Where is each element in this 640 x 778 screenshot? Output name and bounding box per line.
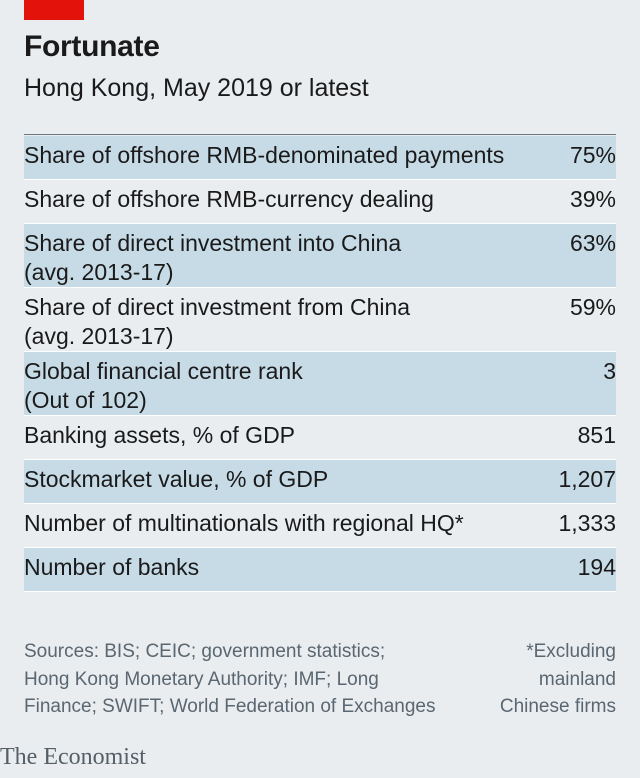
data-table: Share of offshore RMB-denominated paymen… — [24, 136, 616, 592]
chart-subtitle: Hong Kong, May 2019 or latest — [24, 74, 369, 102]
row-label: Share of offshore RMB-denominated paymen… — [24, 141, 560, 170]
table-row: Share of direct investment into China (av… — [24, 224, 616, 288]
sources-line: Hong Kong Monetary Authority; IMF; Long — [24, 668, 379, 690]
sources-text: Sources: BIS; CEIC; government statistic… — [24, 638, 436, 721]
table-row: Share of offshore RMB-currency dealing 39… — [24, 180, 616, 224]
row-label: Banking assets, % of GDP — [24, 421, 568, 450]
row-value: 75% — [569, 142, 616, 168]
footnote-line: Chinese firms — [499, 696, 616, 717]
row-label: Global financial centre rank (Out of 102) — [24, 357, 593, 415]
footnote-line: *Excluding — [526, 641, 616, 662]
row-label: Share of direct investment into China (av… — [24, 229, 560, 287]
footer: Sources: BIS; CEIC; government statistic… — [24, 638, 616, 721]
table-row: Number of multinationals with regional H… — [24, 504, 616, 548]
brand-logo: The Economist — [0, 744, 146, 770]
table-row: Share of direct investment from China (av… — [24, 288, 616, 352]
sources-line: Finance; SWIFT; World Federation of Exch… — [24, 696, 436, 717]
row-label: Number of banks — [24, 553, 568, 582]
row-label-main: Global financial centre rank — [24, 358, 303, 384]
row-label: Share of offshore RMB-currency dealing — [24, 185, 560, 214]
row-label-sub: (Out of 102) — [24, 387, 147, 413]
row-label-main: Number of banks — [24, 554, 200, 580]
row-label-sub: (avg. 2013-17) — [24, 259, 174, 285]
table-row: Global financial centre rank (Out of 102)… — [24, 352, 616, 416]
table-row: Number of banks 194 — [24, 548, 616, 592]
row-value: 1,333 — [558, 510, 616, 536]
row-value: 194 — [577, 554, 616, 580]
row-value: 63% — [569, 230, 616, 256]
chart-title: Fortunate — [24, 30, 160, 63]
row-label-main: Number of multinationals with regional H… — [24, 510, 464, 536]
row-label-sub: (avg. 2013-17) — [24, 323, 174, 349]
row-value: 59% — [569, 294, 616, 320]
table-row: Stockmarket value, % of GDP 1,207 — [24, 460, 616, 504]
row-label-main: Share of offshore RMB-denominated paymen… — [24, 142, 505, 168]
table-row: Banking assets, % of GDP 851 — [24, 416, 616, 460]
row-label-main: Stockmarket value, % of GDP — [24, 466, 329, 492]
table-top-rule — [24, 134, 616, 135]
table-row: Share of offshore RMB-denominated paymen… — [24, 136, 616, 180]
footnote-text: *Excluding mainland Chinese firms — [500, 638, 616, 721]
row-label-main: Share of direct investment from China — [24, 294, 411, 320]
row-value: 3 — [603, 358, 616, 384]
accent-bar — [24, 0, 84, 20]
row-label-main: Banking assets, % of GDP — [24, 422, 296, 448]
row-label: Stockmarket value, % of GDP — [24, 465, 548, 494]
row-value: 39% — [569, 186, 616, 212]
row-label: Number of multinationals with regional H… — [24, 509, 548, 538]
row-label: Share of direct investment from China (av… — [24, 293, 560, 351]
footnote-line: mainland — [538, 668, 616, 690]
sources-line: Sources: BIS; CEIC; government statistic… — [24, 641, 386, 662]
row-label-main: Share of offshore RMB-currency dealing — [24, 186, 434, 212]
row-value: 1,207 — [558, 466, 616, 492]
row-label-main: Share of direct investment into China — [24, 230, 402, 256]
row-value: 851 — [577, 422, 616, 448]
